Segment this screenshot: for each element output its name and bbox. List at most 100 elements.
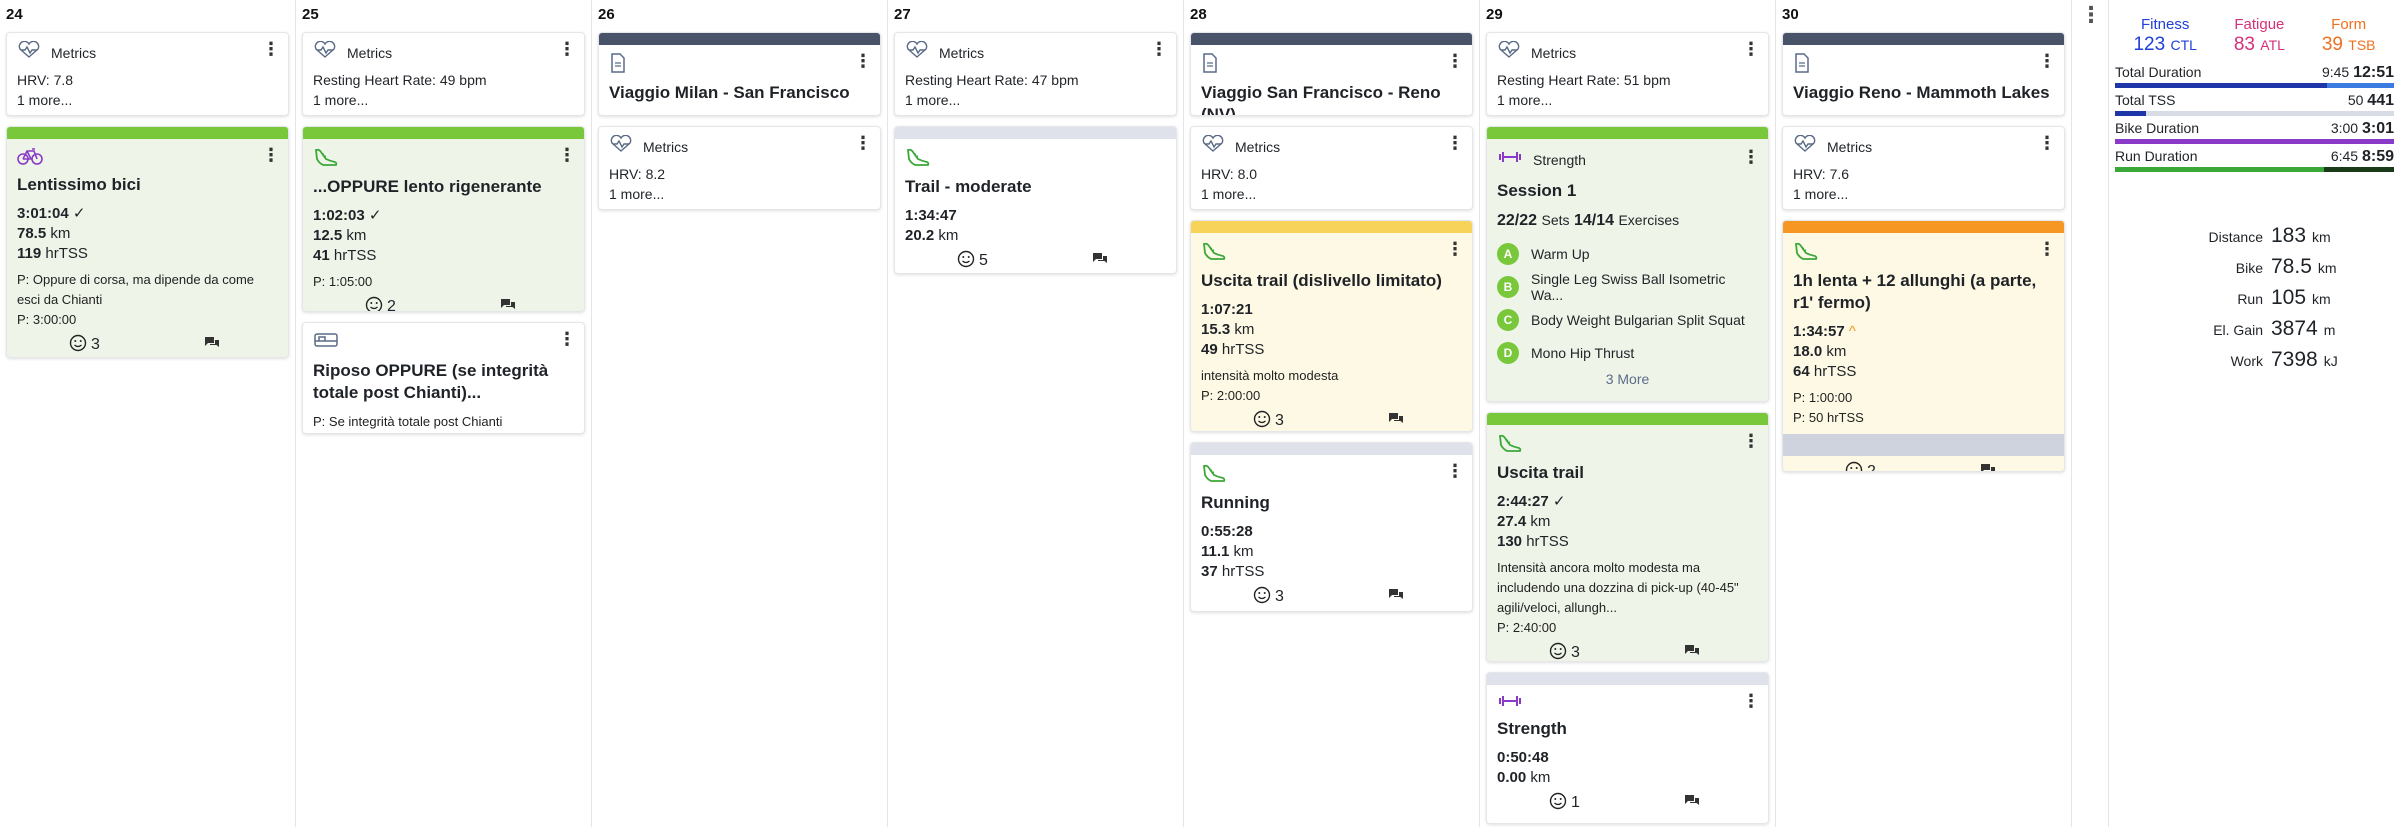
vertical-dots-icon[interactable]: ⋮ [558,39,576,59]
exercise-name: Body Weight Bulgarian Split Squat [1531,311,1745,328]
comment-icon[interactable] [1980,463,1996,471]
feel-rating[interactable]: 3 [1253,410,1284,432]
workout-distance: 20.2 [905,227,935,244]
form-label: Form [2331,16,2367,33]
vertical-dots-icon[interactable]: ⋮ [854,51,872,71]
comment-icon[interactable] [1092,252,1108,271]
more-metrics-link[interactable]: 1 more... [1497,92,1553,108]
exercise-item[interactable]: C Body Weight Bulgarian Split Squat [1497,303,1758,336]
metrics-card[interactable]: Metrics ⋮ HRV: 7.6 1 more... [1782,126,2065,210]
workout-card-strength[interactable]: ⋮ Strength 0:50:48 0.00 km 1 [1486,672,1769,824]
feel-rating[interactable]: 3 [1549,642,1580,661]
day-column-24: 24 Metrics ⋮ HRV: 7.8 1 more... ⋮ Lentis… [0,0,296,827]
feel-rating[interactable]: 3 [1253,586,1284,609]
exercise-item[interactable]: A Warm Up [1497,237,1758,270]
week-menu-icon[interactable]: ⋮ [2080,2,2102,27]
feel-value: 3 [1571,644,1580,661]
metrics-card[interactable]: Metrics ⋮ Resting Heart Rate: 49 bpm 1 m… [302,32,585,116]
feel-rating[interactable]: 1 [1549,792,1580,815]
comment-icon[interactable] [1388,588,1404,607]
vertical-dots-icon[interactable]: ⋮ [1446,133,1464,153]
vertical-dots-icon[interactable]: ⋮ [854,133,872,153]
feel-rating[interactable]: 5 [957,250,988,273]
bar-actual: 50 [2347,92,2364,108]
note-card[interactable]: ⋮ Viaggio Milan - San Francisco [598,32,881,116]
feel-rating[interactable]: 3 [69,334,100,357]
note-title: Viaggio San Francisco - Reno (NV) [1201,83,1441,116]
metric-line: HRV: 7.8 [17,72,74,88]
smiley-icon [69,334,87,357]
workout-card-run[interactable]: ⋮ Uscita trail 2:44:27 ✓ 27.4 km 130 hrT… [1486,412,1769,662]
metrics-label: Metrics [1531,44,1577,61]
compliance-band [1487,673,1768,685]
workout-card-run[interactable]: Trail - moderate 1:34:47 20.2 km 5 [894,126,1177,274]
day-number: 26 [598,6,615,23]
metrics-card[interactable]: Metrics ⋮ Resting Heart Rate: 51 bpm 1 m… [1486,32,1769,116]
workout-card-run[interactable]: ⋮ 1h lenta + 12 allunghi (a parte, r1' f… [1782,220,2065,472]
metrics-card[interactable]: Metrics ⋮ Resting Heart Rate: 47 bpm 1 m… [894,32,1177,116]
feel-rating[interactable]: 2 [365,296,396,311]
vertical-dots-icon[interactable]: ⋮ [1446,461,1464,481]
vertical-dots-icon[interactable]: ⋮ [1742,431,1760,451]
vertical-dots-icon[interactable]: ⋮ [262,39,280,59]
total-distance: Distance 183 km [2115,224,2394,255]
metrics-card[interactable]: Metrics ⋮ HRV: 8.2 1 more... [598,126,881,210]
more-exercises-link[interactable]: 3 More [1605,371,1650,387]
comment-icon[interactable] [1684,794,1700,813]
more-metrics-link[interactable]: 1 more... [1201,186,1257,202]
workout-card-run[interactable]: ⋮ Uscita trail (dislivello limitato) 1:0… [1190,220,1473,432]
workout-card-bike[interactable]: ⋮ Lentissimo bici 3:01:04 ✓ 78.5 km 119 … [6,126,289,358]
shoe-icon [313,147,339,172]
vertical-dots-icon[interactable]: ⋮ [558,329,576,349]
comment-icon[interactable] [500,298,516,312]
comment-icon[interactable] [204,336,220,355]
vertical-dots-icon[interactable]: ⋮ [2038,133,2056,153]
session-title: Session 1 [1497,181,1577,200]
vertical-dots-icon[interactable]: ⋮ [2038,239,2056,259]
vertical-dots-icon[interactable]: ⋮ [1742,39,1760,59]
total-bike: Bike 78.5 km [2115,255,2394,286]
more-metrics-link[interactable]: 1 more... [17,92,73,108]
comment-icon[interactable] [1388,412,1404,431]
compliance-band [303,127,584,139]
total-elevation-gain: El. Gain 3874 m [2115,317,2394,348]
total-work: Work 7398 kJ [2115,348,2394,379]
smiley-icon [1845,461,1863,471]
metrics-card[interactable]: Metrics ⋮ HRV: 8.0 1 more... [1190,126,1473,210]
more-metrics-link[interactable]: 1 more... [609,186,665,202]
bar-fill [2115,111,2146,116]
vertical-dots-icon[interactable]: ⋮ [1446,51,1464,71]
vertical-dots-icon[interactable]: ⋮ [262,145,280,165]
vertical-dots-icon[interactable]: ⋮ [1150,39,1168,59]
vertical-dots-icon[interactable]: ⋮ [1742,147,1760,167]
workout-card-run[interactable]: ⋮ Running 0:55:28 11.1 km 37 hrTSS 3 [1190,442,1473,612]
note-card[interactable]: ⋮ Viaggio Reno - Mammoth Lakes [1782,32,2065,116]
more-metrics-link[interactable]: 1 more... [905,92,961,108]
smiley-icon [957,250,975,273]
exercise-item[interactable]: D Mono Hip Thrust [1497,336,1758,369]
compliance-band [1487,413,1768,425]
vertical-dots-icon[interactable]: ⋮ [1742,691,1760,711]
workout-tss: 130 [1497,533,1523,550]
feel-value: 2 [1867,463,1876,472]
rest-day-card[interactable]: ⋮ Riposo OPPURE (se integrità totale pos… [302,322,585,434]
day-column-27: 27 Metrics ⋮ Resting Heart Rate: 47 bpm … [888,0,1184,827]
exercise-item[interactable]: B Single Leg Swiss Ball Isometric Wa... [1497,270,1758,303]
workout-distance: 11.1 [1201,543,1230,560]
comment-icon[interactable] [1684,644,1700,662]
bar-actual: 6:45 [2330,148,2359,164]
vertical-dots-icon[interactable]: ⋮ [1446,239,1464,259]
workout-card-run[interactable]: ⋮ ...OPPURE lento rigenerante 1:02:03 ✓ … [302,126,585,312]
more-metrics-link[interactable]: 1 more... [313,92,369,108]
metrics-card[interactable]: Metrics ⋮ HRV: 7.8 1 more... [6,32,289,116]
distance-unit: km [1530,769,1551,786]
more-metrics-link[interactable]: 1 more... [1793,186,1849,202]
strength-session-card[interactable]: Strength ⋮ Session 1 22/22 Sets 14/14 Ex… [1486,126,1769,402]
note-card[interactable]: ⋮ Viaggio San Francisco - Reno (NV) [1190,32,1473,116]
note-band [1191,33,1472,45]
vertical-dots-icon[interactable]: ⋮ [2038,51,2056,71]
vertical-dots-icon[interactable]: ⋮ [558,145,576,165]
feel-rating[interactable]: 2 [1845,461,1876,472]
planned-duration: P: 2:00:00 [1201,388,1261,403]
